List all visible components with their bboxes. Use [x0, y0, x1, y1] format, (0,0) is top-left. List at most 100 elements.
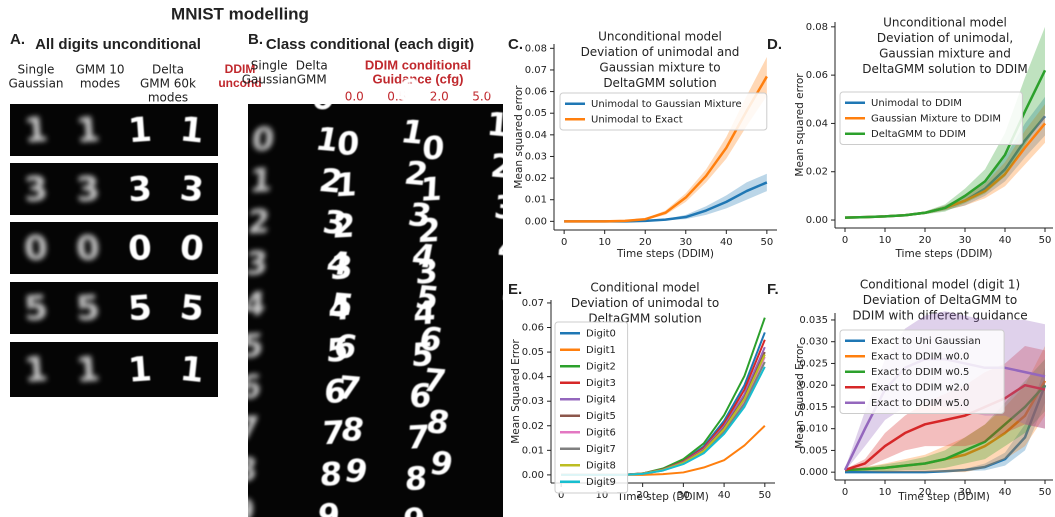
digit-sample: 0 [251, 119, 275, 158]
y-tick-label: 0.00 [525, 216, 547, 227]
digit-sample: 6 [238, 367, 262, 406]
legend: Digit0 Digit1 Digit2 Digit3 Digit4 Digit5 Digi… [554, 321, 629, 494]
digit-sample: 2 [332, 206, 356, 245]
digit-sample: 0 [178, 227, 206, 269]
legend-label: Digit4 [586, 394, 616, 405]
y-tick-label: 0.05 [522, 347, 544, 358]
y-axis-label: Mean squared error [513, 85, 525, 189]
y-tick-label: 0.025 [799, 358, 828, 369]
error-band [564, 173, 767, 222]
x-tick-label: 10 [598, 237, 611, 248]
digit-sample: 0 [23, 228, 49, 270]
column-header: GMM 10 [75, 63, 124, 77]
y-tick-label: 0.02 [525, 173, 547, 184]
y-tick-label: 0.030 [799, 337, 828, 348]
column-header: Delta [152, 63, 184, 77]
legend-label: Unimodal to DDIM [871, 98, 962, 109]
digit-sample: 7 [321, 413, 345, 452]
chart-title: DeltaGMM solution [603, 76, 716, 90]
digit-sample: 5 [500, 271, 525, 311]
chart-title: Deviation of unimodal, [877, 31, 1013, 45]
x-axis-label: Time step (DDIM) [897, 491, 990, 503]
image-strip [10, 104, 218, 156]
digit-sample: 5 [75, 288, 101, 330]
legend-label: DeltaGMM to DDIM [871, 129, 966, 140]
legend-label: Exact to DDIM w0.0 [871, 351, 969, 362]
y-tick-label: 0.03 [522, 396, 544, 407]
digit-sample: 6 [323, 372, 347, 411]
x-tick-label: 10 [879, 235, 892, 246]
error-band [845, 96, 1045, 218]
digit-sample: 9 [317, 496, 341, 517]
x-tick-label: 50 [760, 237, 773, 248]
x-tick-label: 20 [919, 487, 932, 498]
chart-title: Conditional model (digit 1) [860, 278, 1020, 292]
y-tick-label: 0.02 [806, 167, 828, 178]
digit-sample: 6 [408, 376, 432, 415]
digit-sample: 8 [234, 450, 258, 489]
line [564, 75, 768, 223]
y-tick-label: 0.015 [799, 402, 828, 413]
chart-title: Deviation of unimodal and [581, 45, 740, 59]
column-header: Gaussian [242, 73, 297, 87]
legend-label: Exact to DDIM w5.0 [871, 398, 969, 409]
x-tick-label: 20 [919, 235, 932, 246]
legend-label: Digit2 [586, 361, 616, 372]
error-band [845, 104, 1045, 218]
x-tick-label: 0 [558, 490, 564, 501]
digit-sample: 0 [421, 128, 445, 167]
digit-sample: 0 [127, 228, 153, 270]
digit-sample: 8 [510, 395, 535, 435]
x-tick-label: 10 [596, 490, 609, 501]
digit-sample: 8 [319, 455, 343, 494]
legend-label: Digit8 [586, 460, 616, 471]
digit-sample: 1 [249, 161, 273, 200]
legend-box [839, 91, 1023, 145]
legend-label: Exact to Uni Gaussian [871, 336, 981, 347]
digit-sample: 5 [240, 326, 264, 365]
digit-sample: 2 [247, 202, 271, 241]
column-header: GMM 60k [140, 77, 196, 91]
chart-title: DDIM with different guidance [852, 309, 1027, 323]
guidance-value: 5.0 [472, 90, 491, 104]
legend: Unimodal to Gaussian Mixture Unimodal to … [559, 92, 768, 131]
x-axis-label: Time step (DDIM) [616, 491, 709, 503]
y-tick-label: 0.01 [525, 195, 547, 206]
panel-label: D. [767, 36, 782, 53]
legend-label: Gaussian Mixture to DDIM [871, 113, 1001, 124]
legend-label: Digit1 [586, 345, 616, 356]
line [844, 383, 1046, 472]
digit-sample: 7 [406, 418, 430, 457]
y-axis-label: Mean squared error [794, 73, 806, 177]
image-strip [10, 163, 218, 215]
x-tick-label: 40 [718, 490, 731, 501]
chart-title: Deviation of unimodal to [571, 296, 719, 310]
digit-sample: 5 [410, 335, 434, 374]
digit-sample: 3 [330, 248, 354, 287]
legend-label: Exact to DDIM w2.0 [871, 382, 969, 393]
guidance-title: Guidance (cfg) [372, 71, 463, 86]
x-tick-label: 40 [720, 237, 733, 248]
chart-title: Gaussian mixture to [599, 61, 720, 75]
digit-sample: 1 [75, 349, 101, 391]
digit-sample: 4 [242, 285, 266, 324]
x-tick-label: 30 [679, 237, 692, 248]
digit-sample: 7 [236, 409, 260, 448]
y-tick-label: 0.035 [799, 315, 828, 326]
column-header: uncond [218, 76, 261, 90]
line [844, 384, 1046, 472]
guidance-value: 0.5 [387, 90, 406, 104]
x-tick-label: 20 [639, 237, 652, 248]
digit-sample: 5 [127, 288, 153, 330]
legend-label: Unimodal to Exact [591, 114, 683, 125]
y-tick-label: 0.00 [806, 215, 828, 226]
y-tick-label: 0.06 [806, 70, 828, 81]
digit-sample: 0 [482, 63, 507, 103]
column-header: Gaussian [8, 77, 63, 91]
image-strip [10, 282, 218, 334]
legend-box [839, 329, 1005, 414]
x-tick-label: 40 [999, 235, 1012, 246]
guidance-value: 2.0 [430, 90, 449, 104]
digit-sample: 4 [413, 294, 437, 333]
